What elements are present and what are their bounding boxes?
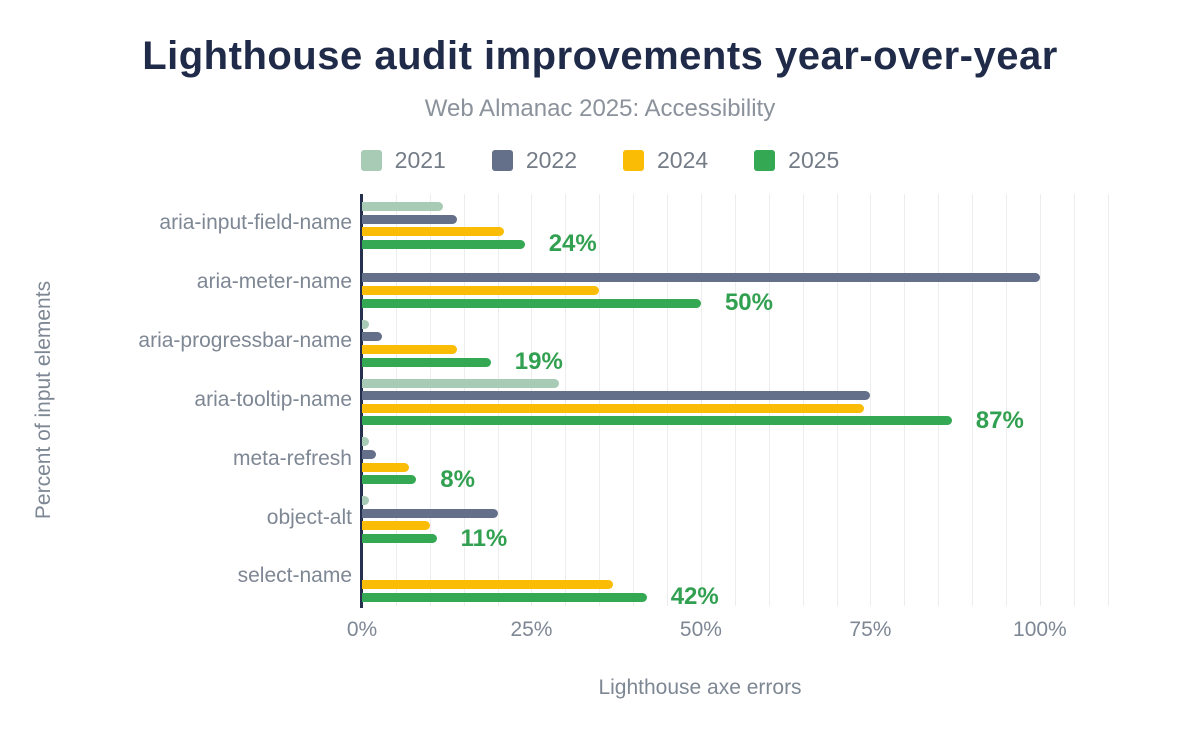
legend-swatch-icon [491, 150, 513, 171]
bar-2024-select-name [362, 580, 613, 590]
plot-area: 24% 50% 19% 87% 8% 11% 42% [362, 194, 1128, 610]
bar-2021-object-alt [362, 496, 369, 506]
bar-2022-aria-tooltip-name [362, 391, 871, 401]
bar-2024-aria-tooltip-name [362, 403, 864, 413]
category-label: object-alt [266, 505, 352, 529]
bar-2021-aria-input-field-name [362, 202, 444, 211]
chart-title: Lighthouse audit improvements year-over-… [142, 34, 1058, 78]
value-label: 50% [724, 289, 773, 317]
x-axis-title: Lighthouse axe errors [598, 676, 802, 699]
bar-2024-object-alt [362, 521, 430, 531]
legend-swatch-icon [623, 150, 644, 171]
bar-2021-aria-tooltip-name [362, 378, 559, 388]
grid-line [904, 194, 906, 606]
x-tick-label: 75% [849, 618, 892, 641]
legend-swatch-icon [360, 150, 382, 171]
bar-2024-meta-refresh [362, 462, 410, 472]
grid-line [938, 194, 940, 606]
legend-item-2022: 2022 [491, 147, 577, 174]
category-label: aria-progressbar-name [138, 329, 352, 353]
y-axis-line [360, 194, 363, 608]
grid-line [870, 194, 872, 606]
legend-item-2021: 2021 [360, 147, 446, 174]
x-tick-label: 0% [346, 618, 378, 641]
bar-2025-aria-meter-name [362, 298, 701, 308]
value-label: 19% [514, 348, 563, 375]
bar-2024-aria-input-field-name [362, 227, 505, 237]
bar-2021-meta-refresh [362, 437, 369, 447]
bar-2022-meta-refresh [362, 450, 376, 460]
category-axis: aria-input-field-name aria-meter-name aria… [0, 194, 352, 606]
bar-2025-select-name [362, 592, 647, 602]
bar-2025-aria-progressbar-name [362, 357, 491, 367]
legend-label: 2024 [657, 147, 709, 173]
bar-2022-object-alt [362, 508, 498, 518]
value-label: 42% [670, 583, 719, 611]
legend-label: 2022 [525, 147, 577, 173]
grid-line [972, 194, 974, 606]
grid-line [1107, 194, 1109, 606]
legend-item-2024: 2024 [623, 147, 708, 174]
category-label: aria-input-field-name [159, 211, 352, 235]
bar-2024-aria-meter-name [362, 286, 600, 296]
x-tick-label: 100% [1013, 618, 1067, 641]
legend-label: 2021 [394, 147, 446, 173]
value-label: 24% [548, 230, 597, 258]
bar-2025-aria-tooltip-name [362, 416, 952, 426]
legend: 2021 2022 2024 2025 [0, 147, 1200, 174]
bar-2022-aria-meter-name [362, 273, 1040, 283]
value-label: 87% [975, 406, 1024, 434]
bar-2021-aria-progressbar-name [362, 319, 369, 329]
category-label: aria-tooltip-name [194, 387, 352, 411]
grid-line [1073, 194, 1075, 606]
value-label: 11% [460, 524, 508, 552]
category-label: aria-meter-name [196, 270, 352, 294]
x-tick-label: 50% [679, 618, 722, 641]
legend-item-2025: 2025 [754, 147, 839, 174]
bar-2024-aria-progressbar-name [362, 344, 457, 354]
category-label: meta-refresh [232, 446, 352, 470]
bar-2025-object-alt [362, 534, 437, 544]
bar-2022-aria-input-field-name [362, 214, 457, 224]
bar-2025-aria-input-field-name [362, 239, 525, 249]
legend-label: 2025 [788, 147, 840, 173]
value-label: 8% [440, 465, 475, 493]
x-axis-ticks: 0% 25% 50% 75% 100% [347, 618, 1128, 644]
x-tick-label: 25% [510, 618, 553, 641]
chart-subtitle: Web Almanac 2025: Accessibility [424, 95, 776, 122]
bar-2022-aria-progressbar-name [362, 332, 383, 342]
grid-line [1039, 194, 1041, 606]
legend-swatch-icon [754, 150, 776, 171]
category-label: select-name [237, 564, 352, 588]
grid-line [1005, 194, 1007, 606]
bar-2025-meta-refresh [362, 475, 417, 485]
